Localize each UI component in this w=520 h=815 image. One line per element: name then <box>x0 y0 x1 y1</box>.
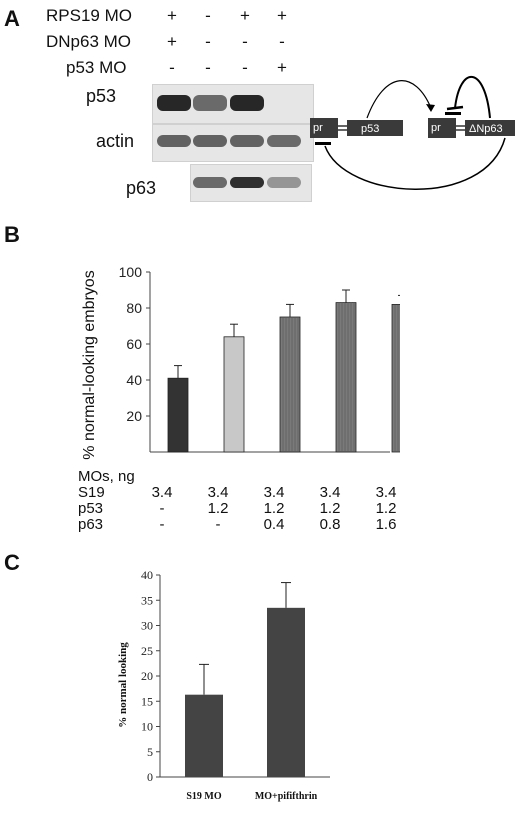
mo-p63-c2: - <box>215 516 221 533</box>
chart-c-ylabel: % normal looking <box>117 642 129 728</box>
band-label-actin: actin <box>96 131 135 151</box>
band-p53-lane-1 <box>157 95 191 111</box>
dnp63-promoter-label: pr <box>431 122 441 134</box>
mo-s19-c1: 3.4 <box>151 484 173 501</box>
p53-promoter-label: pr <box>313 122 323 134</box>
mo-p53-c4: 1.2 <box>319 500 341 517</box>
chart-b: % normal-looking embryos 20 40 60 80 100 <box>81 264 400 460</box>
chart-c-ytick-label: 0 <box>147 770 153 784</box>
mo-label-p63: p63 <box>78 516 104 533</box>
chart-c-bar-2 <box>267 607 305 777</box>
p53-promoter-bar <box>315 142 331 145</box>
band-actin-lane-1 <box>157 135 191 147</box>
sign-r3-c3: - <box>242 58 248 77</box>
mo-s19-c2: 3.4 <box>207 484 229 501</box>
chart-b-ytick-label: 100 <box>119 264 143 280</box>
chart-b-bar-5 <box>391 304 400 453</box>
sign-r2-c3: - <box>242 32 248 51</box>
mo-label-p53: p53 <box>78 500 104 517</box>
band-label-p53: p53 <box>86 86 117 106</box>
sign-r1-c4: + <box>277 6 287 25</box>
band-actin-lane-2 <box>193 135 227 147</box>
chart-c-ytick-label: 20 <box>141 669 153 683</box>
mo-s19-c4: 3.4 <box>319 484 341 501</box>
sign-r2-c2: - <box>205 32 211 51</box>
band-p63-lane-2 <box>193 177 227 188</box>
sign-r3-c2: - <box>205 58 211 77</box>
mo-p63-c3: 0.4 <box>263 516 285 533</box>
panel-a-letter: A <box>4 6 20 31</box>
mo-s19-c3: 3.4 <box>263 484 285 501</box>
regulation-schematic: pr p53 pr ΔNp63 <box>310 76 515 190</box>
band-actin-lane-4 <box>267 135 301 147</box>
panel-c-letter: C <box>4 550 20 575</box>
p53-gene-box <box>347 120 403 136</box>
chart-b-ytick-label: 80 <box>126 300 142 316</box>
chart-c-ytick-label: 25 <box>141 644 153 658</box>
sign-r1-c3: + <box>240 6 250 25</box>
p53-activates-arrow <box>366 80 432 119</box>
chart-c-ytick-label: 30 <box>141 619 153 633</box>
blot-p63 <box>190 164 312 202</box>
sign-r1-c1: + <box>167 6 177 25</box>
mo-p53-c1: - <box>159 500 165 517</box>
chart-c-bar-1 <box>185 694 223 777</box>
mo-p63-c5: 1.6 <box>375 516 397 533</box>
band-label-p63: p63 <box>126 178 157 198</box>
band-p63-lane-3 <box>230 177 264 188</box>
arrow-head-1 <box>426 104 435 112</box>
row-label-dnp63: DNp63 MO <box>46 32 132 51</box>
chart-c: % normal looking 0 5 10 15 20 25 30 35 40 S19 MO… <box>117 568 330 802</box>
chart-c-category-label-2: MO+pififthrin <box>255 791 318 802</box>
chart-c-ytick-label: 5 <box>147 745 153 759</box>
band-p63-lane-4 <box>267 177 301 188</box>
dnp63-represses-p53 <box>324 137 506 190</box>
sign-r2-c4: - <box>279 32 285 51</box>
dnp63-autoloop <box>454 76 491 119</box>
mo-p53-c5: 1.2 <box>375 500 397 517</box>
dnp63-gene-label: ΔNp63 <box>469 123 503 135</box>
row-label-p53: p53 MO <box>66 58 127 77</box>
inhibit-bar <box>446 105 464 111</box>
mo-s19-c5: 3.4 <box>375 484 397 501</box>
sign-r3-c4: + <box>277 58 287 77</box>
sign-r3-c1: - <box>169 58 175 77</box>
mo-p53-c2: 1.2 <box>207 500 229 517</box>
chart-c-category-label-1: S19 MO <box>186 791 222 802</box>
mo-p63-c1: - <box>159 516 165 533</box>
mo-p53-c3: 1.2 <box>263 500 285 517</box>
blot-actin <box>152 124 314 162</box>
chart-c-ytick-label: 35 <box>141 593 153 607</box>
chart-b-ytick-label: 60 <box>126 336 142 352</box>
mos-header: MOs, ng <box>78 468 135 485</box>
dnp63-promoter-box <box>428 118 456 138</box>
chart-b-bar-2 <box>223 336 245 453</box>
dnp63-repression-bar <box>445 112 461 115</box>
chart-c-ytick-label: 40 <box>141 568 153 582</box>
dnp63-gene-box <box>465 120 515 136</box>
chart-b-bar-1 <box>167 377 189 453</box>
blot-p53 <box>152 84 314 124</box>
mo-label-s19: S19 <box>78 484 105 501</box>
band-p53-lane-3 <box>230 95 264 111</box>
band-actin-lane-3 <box>230 135 264 147</box>
sign-r2-c1: + <box>167 32 177 51</box>
panel-b-letter: B <box>4 222 20 247</box>
mo-p63-c4: 0.8 <box>319 516 341 533</box>
chart-b-ytick-label: 40 <box>126 372 142 388</box>
p53-promoter-box <box>310 118 338 138</box>
chart-c-ytick-label: 10 <box>141 720 153 734</box>
chart-c-ytick-label: 15 <box>141 694 153 708</box>
chart-b-ytick-label: 20 <box>126 408 142 424</box>
sign-r1-c2: - <box>205 6 211 25</box>
band-p53-lane-2 <box>193 95 227 111</box>
row-label-rps19: RPS19 MO <box>46 6 132 25</box>
p53-gene-label: p53 <box>361 123 379 135</box>
chart-b-ylabel: % normal-looking embryos <box>81 270 98 459</box>
